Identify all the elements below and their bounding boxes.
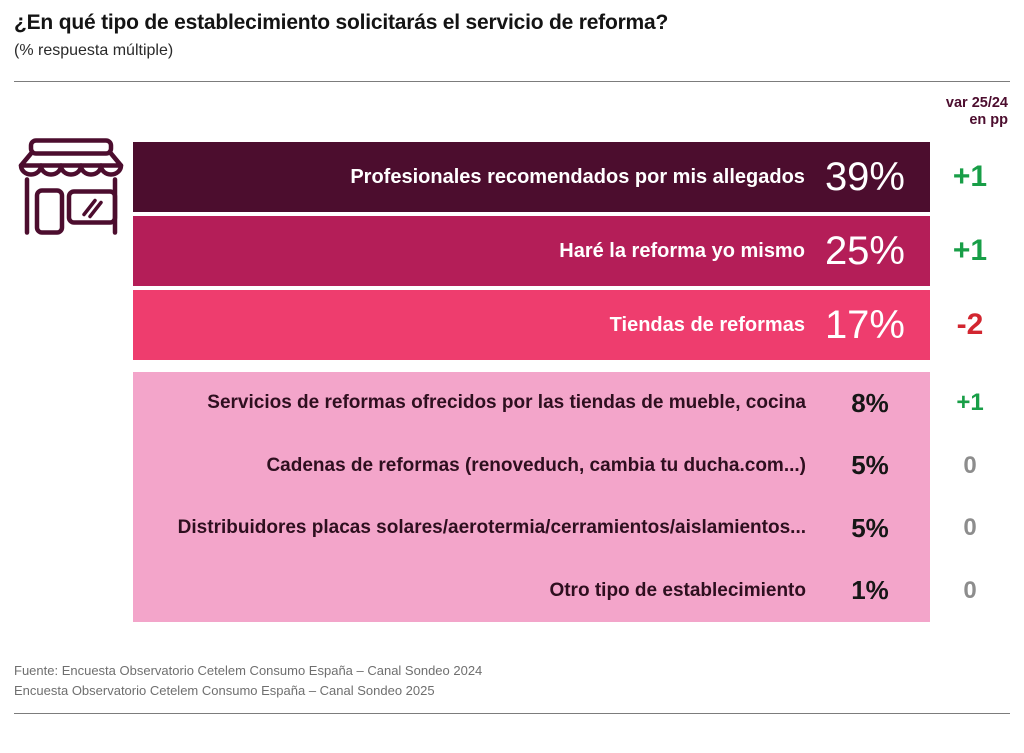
bar-value: 39% bbox=[824, 154, 905, 199]
source-line-2025: Encuesta Observatorio Cetelem Consumo Es… bbox=[14, 683, 435, 698]
panel-label: Servicios de reformas ofrecidos por las … bbox=[207, 392, 806, 414]
var-value: +1 bbox=[956, 389, 984, 417]
bar-tiendas: Tiendas de reformas 17% bbox=[133, 290, 930, 360]
var-value: +1 bbox=[952, 160, 988, 193]
var-value: +1 bbox=[952, 234, 988, 267]
panel-label: Otro tipo de establecimiento bbox=[549, 579, 806, 601]
var-cell: +1 bbox=[930, 372, 1010, 435]
bottom-divider bbox=[14, 713, 1010, 714]
var-cell: 0 bbox=[930, 560, 1010, 623]
var-cell: 0 bbox=[930, 435, 1010, 498]
source-line-2024: Fuente: Encuesta Observatorio Cetelem Co… bbox=[14, 663, 483, 678]
bar-value: 17% bbox=[824, 302, 905, 347]
top-divider bbox=[14, 81, 1010, 82]
panel-var-column: +1 0 0 0 bbox=[930, 372, 1010, 622]
page-subtitle: (% respuesta múltiple) bbox=[14, 42, 174, 59]
var-cell: -2 bbox=[930, 290, 1010, 360]
secondary-panel: Servicios de reformas ofrecidos por las … bbox=[133, 372, 930, 622]
bar-row-tiendas: Tiendas de reformas 17% -2 bbox=[133, 290, 1010, 360]
var-cell: +1 bbox=[930, 216, 1010, 286]
page-title: ¿En qué tipo de establecimiento solicita… bbox=[14, 11, 669, 34]
bar-row-yo-mismo: Haré la reforma yo mismo 25% +1 bbox=[133, 216, 1010, 286]
var-header-line2: en pp bbox=[969, 112, 1008, 128]
var-cell: +1 bbox=[930, 142, 1010, 212]
var-column-header: var 25/24 en pp bbox=[946, 95, 1008, 129]
chart-area: Profesionales recomendados por mis alleg… bbox=[133, 142, 1010, 622]
bar-value: 25% bbox=[824, 228, 905, 273]
bar-label: Tiendas de reformas bbox=[609, 313, 805, 336]
panel-value: 1% bbox=[851, 575, 889, 606]
storefront-icon bbox=[16, 137, 124, 236]
bar-profesionales: Profesionales recomendados por mis alleg… bbox=[133, 142, 930, 212]
panel-row-distribuidores: Distribuidores placas solares/aerotermia… bbox=[133, 497, 930, 560]
panel-row-otro: Otro tipo de establecimiento 1% bbox=[133, 560, 930, 623]
bar-yo-mismo: Haré la reforma yo mismo 25% bbox=[133, 216, 930, 286]
panel-value: 8% bbox=[851, 387, 889, 418]
secondary-panel-row: Servicios de reformas ofrecidos por las … bbox=[133, 372, 1010, 622]
bar-row-profesionales: Profesionales recomendados por mis alleg… bbox=[133, 142, 1010, 212]
var-value: 0 bbox=[963, 576, 977, 604]
panel-row-cadenas: Cadenas de reformas (renoveduch, cambia … bbox=[133, 435, 930, 498]
var-header-line1: var 25/24 bbox=[945, 95, 1008, 111]
bar-label: Haré la reforma yo mismo bbox=[559, 239, 805, 262]
var-cell: 0 bbox=[930, 497, 1010, 560]
source-note: Fuente: Encuesta Observatorio Cetelem Co… bbox=[14, 661, 482, 701]
panel-value: 5% bbox=[851, 450, 889, 481]
panel-label: Cadenas de reformas (renoveduch, cambia … bbox=[266, 454, 806, 476]
var-value: -2 bbox=[956, 308, 984, 341]
bar-label: Profesionales recomendados por mis alleg… bbox=[350, 165, 805, 188]
panel-value: 5% bbox=[851, 512, 889, 543]
panel-row-muebles: Servicios de reformas ofrecidos por las … bbox=[133, 372, 930, 435]
var-value: 0 bbox=[963, 514, 977, 542]
var-value: 0 bbox=[963, 451, 977, 479]
panel-label: Distribuidores placas solares/aerotermia… bbox=[177, 517, 806, 539]
